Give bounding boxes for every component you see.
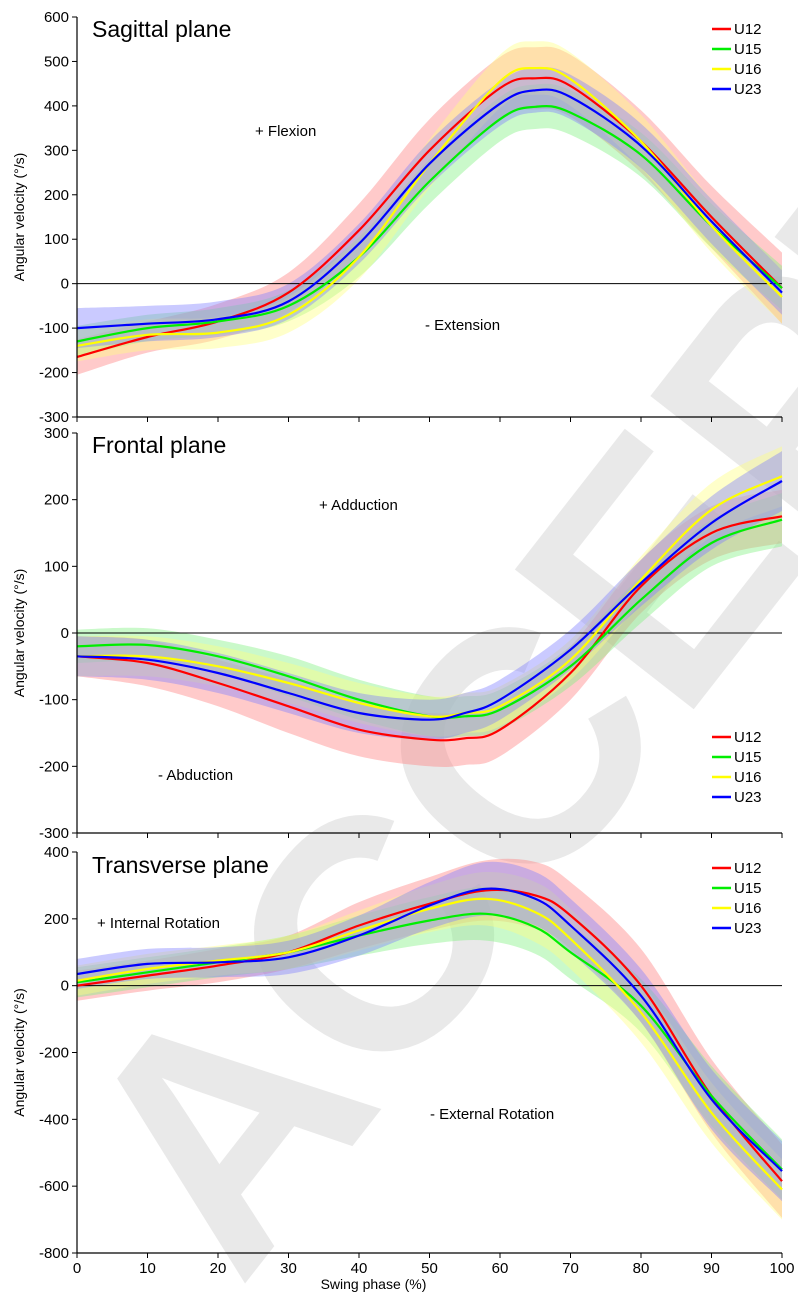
sd-band-u12 (77, 46, 782, 375)
series-line-u23 (76, 88, 783, 330)
direction-annotation: - External Rotation (430, 1106, 554, 1123)
sd-band-u23 (77, 67, 782, 349)
y-tick-label: 100 (44, 558, 69, 575)
y-tick-label: 500 (44, 53, 69, 70)
y-tick-label: 200 (44, 492, 69, 509)
legend-label-u15: U15 (734, 41, 762, 58)
series-line-u16 (76, 897, 783, 1191)
direction-annotation: + Flexion (255, 123, 316, 140)
y-axis-label: Angular velocity (°/s) (11, 153, 27, 282)
y-tick-label: -300 (39, 825, 69, 842)
y-tick-label: 0 (61, 625, 69, 642)
sd-band-u15 (77, 887, 782, 1200)
y-tick-label: -200 (39, 365, 69, 382)
sd-band-u23 (77, 451, 782, 740)
sd-band-u12 (77, 489, 782, 768)
x-tick-label: 20 (210, 1260, 227, 1277)
legend-label-u16: U16 (734, 769, 762, 786)
x-tick-label: 60 (492, 1260, 509, 1277)
series-line-u23 (76, 480, 783, 721)
y-tick-label: -300 (39, 409, 69, 426)
x-tick-label: 70 (562, 1260, 579, 1277)
legend: U12 U15 U16 U23 (712, 860, 762, 937)
series-line-u12 (76, 515, 783, 742)
x-tick-label: 80 (633, 1260, 650, 1277)
y-tick-label: 400 (44, 98, 69, 115)
x-axis-label: Swing phase (%) (321, 1276, 427, 1292)
legend-label-u23: U23 (734, 81, 762, 98)
y-tick-label: 0 (61, 276, 69, 293)
sd-band-u16 (77, 446, 782, 737)
series-line-u12 (76, 888, 783, 1182)
direction-annotation: - Abduction (158, 767, 233, 784)
y-tick-label: 100 (44, 231, 69, 248)
panel-title: Frontal plane (92, 432, 226, 458)
y-tick-label: 300 (44, 425, 69, 442)
legend: U12 U15 U16 U23 (712, 729, 762, 806)
legend-label-u15: U15 (734, 749, 762, 766)
legend-label-u16: U16 (734, 61, 762, 78)
panel-title: Transverse plane (92, 852, 269, 878)
x-tick-label: 40 (351, 1260, 368, 1277)
y-tick-label: 300 (44, 142, 69, 159)
legend-label-u16: U16 (734, 900, 762, 917)
y-tick-label: 0 (61, 978, 69, 995)
legend-label-u12: U12 (734, 21, 762, 38)
legend-label-u23: U23 (734, 920, 762, 937)
sd-band-u15 (77, 83, 782, 357)
x-tick-label: 10 (139, 1260, 156, 1277)
y-tick-label: -200 (39, 758, 69, 775)
y-tick-label: 200 (44, 911, 69, 928)
y-tick-label: -100 (39, 320, 69, 337)
y-tick-label: -200 (39, 1045, 69, 1062)
y-axis-label: Angular velocity (°/s) (11, 988, 27, 1117)
x-tick-label: 90 (703, 1260, 720, 1277)
x-tick-label: 100 (769, 1260, 794, 1277)
series-line-u23 (76, 887, 783, 1172)
legend-label-u23: U23 (734, 789, 762, 806)
y-tick-label: -800 (39, 1245, 69, 1262)
panel-title: Sagittal plane (92, 16, 231, 42)
y-tick-label: -600 (39, 1178, 69, 1195)
y-tick-label: -100 (39, 692, 69, 709)
y-tick-label: 400 (44, 844, 69, 861)
legend: U12 U15 U16 U23 (712, 21, 762, 98)
sd-band-u15 (77, 493, 782, 738)
y-tick-label: -400 (39, 1111, 69, 1128)
x-tick-label: 0 (73, 1260, 81, 1277)
chart-panel-3: -800 -600 -400 -200 0 200 400 0 10 20 30 40 50 60 70 80… (11, 844, 795, 1292)
direction-annotation: + Internal Rotation (97, 915, 220, 932)
series-line-u15 (76, 104, 783, 343)
y-tick-label: 600 (44, 9, 69, 26)
y-tick-label: 200 (44, 187, 69, 204)
legend-label-u12: U12 (734, 860, 762, 877)
legend-label-u15: U15 (734, 880, 762, 897)
y-axis-label: Angular velocity (°/s) (11, 569, 27, 698)
direction-annotation: + Adduction (319, 497, 398, 514)
x-tick-label: 30 (280, 1260, 297, 1277)
direction-annotation: - Extension (425, 317, 500, 334)
x-tick-label: 50 (421, 1260, 438, 1277)
sd-band-u16 (77, 41, 782, 362)
chart-panel-2: -300 -200 -100 0 100 200 300 Frontal plane + Add… (11, 425, 783, 842)
legend-label-u12: U12 (734, 729, 762, 746)
chart-panel-1: -300 -200 -100 0 100 200 300 400 500 600 Sagittal … (11, 9, 783, 426)
